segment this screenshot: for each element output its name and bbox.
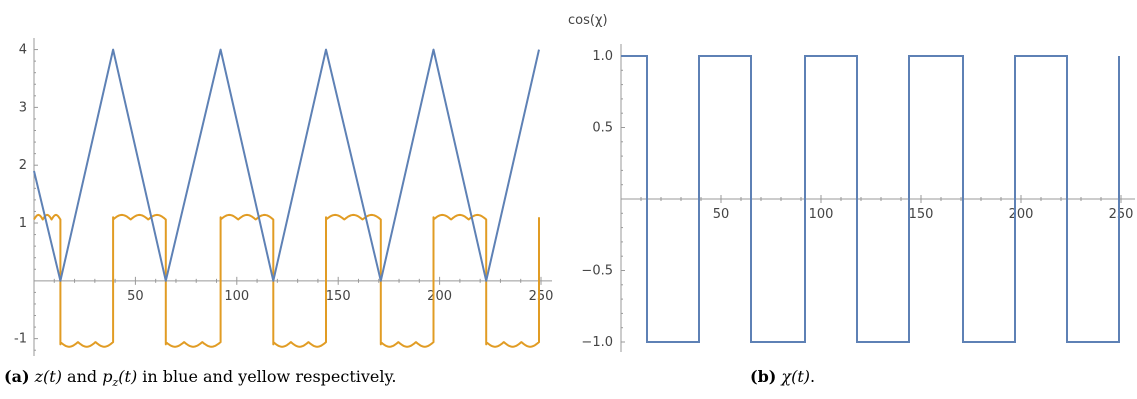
- y-tick-label: -1: [14, 332, 27, 347]
- y-tick-label: 1.0: [592, 49, 613, 64]
- caption-b-rest: .: [810, 367, 816, 386]
- caption-b-label: (b): [750, 367, 777, 386]
- y-tick-label: −1.0: [581, 335, 613, 350]
- x-tick-label: 50: [713, 207, 730, 222]
- caption-a-pt: (t): [118, 367, 138, 386]
- x-tick-label: 100: [224, 289, 249, 304]
- caption-a-and: and: [61, 367, 103, 386]
- y-tick-label: 4: [19, 43, 27, 58]
- caption-a-label: (a): [4, 367, 30, 386]
- y-tick-label: 1: [19, 216, 27, 231]
- caption-a: (a) z(t) and pz(t) in blue and yellow re…: [4, 367, 397, 389]
- x-tick-label: 200: [1009, 207, 1034, 222]
- x-tick-label: 100: [809, 207, 834, 222]
- y-axis-label: cos(χ): [568, 13, 608, 28]
- series-pz-line: [33, 213, 540, 348]
- caption-a-z: z(t): [34, 367, 62, 386]
- caption-b: (b) χ(t).: [750, 367, 815, 386]
- chart-b: 50 100 150 200 250 −1.0 −0.5 0.5 1.0 cos(χ): [568, 13, 1135, 352]
- caption-b-chi: χ(t): [781, 367, 811, 386]
- y-tick-label: 2: [19, 158, 27, 173]
- caption-a-sub: z: [112, 376, 119, 390]
- caption-a-rest: in blue and yellow respectively.: [137, 367, 397, 386]
- x-tick-label: 150: [326, 289, 351, 304]
- x-tick-label: 250: [529, 289, 554, 304]
- y-tick-label: 3: [19, 100, 27, 115]
- x-tick-label: 250: [1109, 207, 1134, 222]
- series-z-line: [33, 48, 540, 282]
- y-tick-label: 0.5: [592, 121, 613, 136]
- x-tick-label: 150: [909, 207, 934, 222]
- x-tick-label: 200: [427, 289, 452, 304]
- y-tick-label: −0.5: [581, 264, 613, 279]
- x-tick-label: 50: [127, 289, 144, 304]
- caption-a-p: p: [102, 367, 113, 386]
- series-cos-chi-line: [621, 55, 1120, 343]
